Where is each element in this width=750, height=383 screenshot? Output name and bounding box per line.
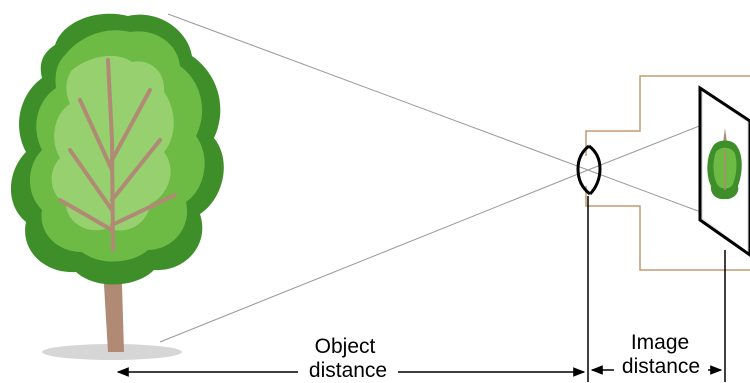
camera-body [585,75,750,271]
ray-bottom-image [587,169,707,215]
tree-icon [10,13,224,352]
object-distance-label-line1: Object [314,335,376,358]
lens-icon [576,144,602,196]
ray-top [167,13,589,171]
image-distance-label-line2: distance [614,356,708,378]
image-distance-label-line1: Image [630,331,690,354]
inverted-tree-icon [707,128,742,200]
object-distance-label-line2: distance [298,360,398,382]
ray-top-image [587,120,713,171]
ray-bottom [159,169,589,343]
